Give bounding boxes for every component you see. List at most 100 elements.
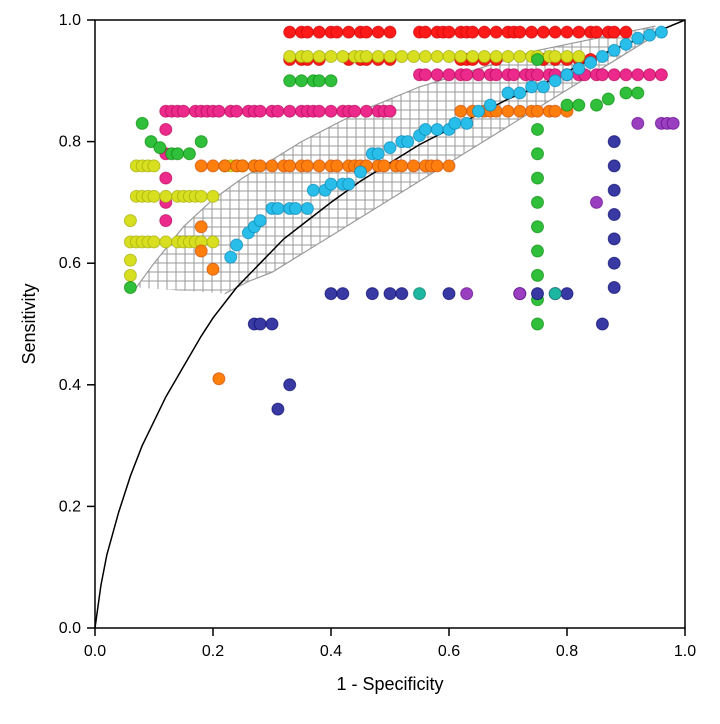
data-point bbox=[384, 105, 396, 117]
data-point bbox=[514, 288, 526, 300]
data-point bbox=[301, 50, 313, 62]
data-point bbox=[313, 75, 325, 87]
data-point bbox=[561, 50, 573, 62]
data-point bbox=[307, 184, 319, 196]
data-point bbox=[419, 50, 431, 62]
data-point bbox=[148, 236, 160, 248]
data-point bbox=[573, 63, 585, 75]
data-point bbox=[325, 75, 337, 87]
data-point bbox=[343, 178, 355, 190]
data-point bbox=[325, 178, 337, 190]
data-point bbox=[313, 105, 325, 117]
roc-chart: { "chart": { "type": "scatter", "width":… bbox=[0, 0, 720, 724]
x-tick-label: 0.0 bbox=[84, 643, 106, 660]
data-point bbox=[402, 136, 414, 148]
data-point bbox=[372, 50, 384, 62]
data-point bbox=[561, 69, 573, 81]
data-point bbox=[632, 32, 644, 44]
data-point bbox=[266, 160, 278, 172]
data-point bbox=[620, 69, 632, 81]
data-point bbox=[313, 50, 325, 62]
data-point bbox=[490, 50, 502, 62]
data-point bbox=[608, 233, 620, 245]
data-point bbox=[172, 148, 184, 160]
data-point bbox=[573, 50, 585, 62]
data-point bbox=[355, 166, 367, 178]
data-point bbox=[160, 190, 172, 202]
data-point bbox=[124, 254, 136, 266]
data-point bbox=[514, 105, 526, 117]
data-point bbox=[231, 239, 243, 251]
data-point bbox=[490, 26, 502, 38]
data-point bbox=[467, 50, 479, 62]
data-point bbox=[443, 160, 455, 172]
data-point bbox=[443, 288, 455, 300]
data-point bbox=[360, 26, 372, 38]
data-point bbox=[396, 160, 408, 172]
data-point bbox=[331, 26, 343, 38]
data-point bbox=[301, 202, 313, 214]
data-point bbox=[596, 318, 608, 330]
data-point bbox=[408, 50, 420, 62]
data-point bbox=[331, 160, 343, 172]
data-point bbox=[573, 26, 585, 38]
data-point bbox=[532, 123, 544, 135]
data-point bbox=[384, 142, 396, 154]
data-point bbox=[419, 69, 431, 81]
data-point bbox=[608, 184, 620, 196]
data-point bbox=[461, 117, 473, 129]
data-point bbox=[254, 105, 266, 117]
data-point bbox=[195, 221, 207, 233]
data-point bbox=[532, 148, 544, 160]
data-point bbox=[384, 50, 396, 62]
x-tick-label: 0.6 bbox=[438, 643, 460, 660]
data-point bbox=[431, 50, 443, 62]
data-point bbox=[608, 136, 620, 148]
data-point bbox=[561, 99, 573, 111]
data-point bbox=[549, 288, 561, 300]
data-point bbox=[154, 142, 166, 154]
data-point bbox=[160, 215, 172, 227]
data-point bbox=[301, 26, 313, 38]
data-point bbox=[620, 38, 632, 50]
data-point bbox=[632, 69, 644, 81]
data-point bbox=[526, 26, 538, 38]
x-axis-label: 1 - Specificity bbox=[336, 674, 443, 694]
data-point bbox=[396, 50, 408, 62]
y-tick-label: 0.0 bbox=[59, 620, 81, 637]
data-point bbox=[254, 215, 266, 227]
y-axis-label: Sensitivity bbox=[19, 283, 39, 364]
data-point bbox=[408, 160, 420, 172]
data-point bbox=[455, 105, 467, 117]
data-point bbox=[502, 50, 514, 62]
data-point bbox=[284, 379, 296, 391]
data-point bbox=[378, 160, 390, 172]
data-point bbox=[608, 160, 620, 172]
data-point bbox=[644, 69, 656, 81]
data-point bbox=[160, 236, 172, 248]
data-point bbox=[620, 87, 632, 99]
data-point bbox=[443, 50, 455, 62]
data-point bbox=[207, 160, 219, 172]
data-point bbox=[124, 282, 136, 294]
data-point bbox=[532, 221, 544, 233]
data-point bbox=[532, 269, 544, 281]
data-point bbox=[655, 69, 667, 81]
data-point bbox=[272, 105, 284, 117]
data-point bbox=[231, 105, 243, 117]
data-point bbox=[632, 117, 644, 129]
data-point bbox=[478, 50, 490, 62]
data-point bbox=[213, 373, 225, 385]
data-point bbox=[414, 288, 426, 300]
data-point bbox=[325, 50, 337, 62]
data-point bbox=[284, 160, 296, 172]
y-tick-label: 1.0 bbox=[59, 12, 81, 29]
data-point bbox=[591, 26, 603, 38]
data-point bbox=[148, 160, 160, 172]
data-point bbox=[360, 105, 372, 117]
data-point bbox=[473, 69, 485, 81]
data-point bbox=[266, 318, 278, 330]
data-point bbox=[124, 215, 136, 227]
data-point bbox=[532, 69, 544, 81]
data-point bbox=[325, 288, 337, 300]
